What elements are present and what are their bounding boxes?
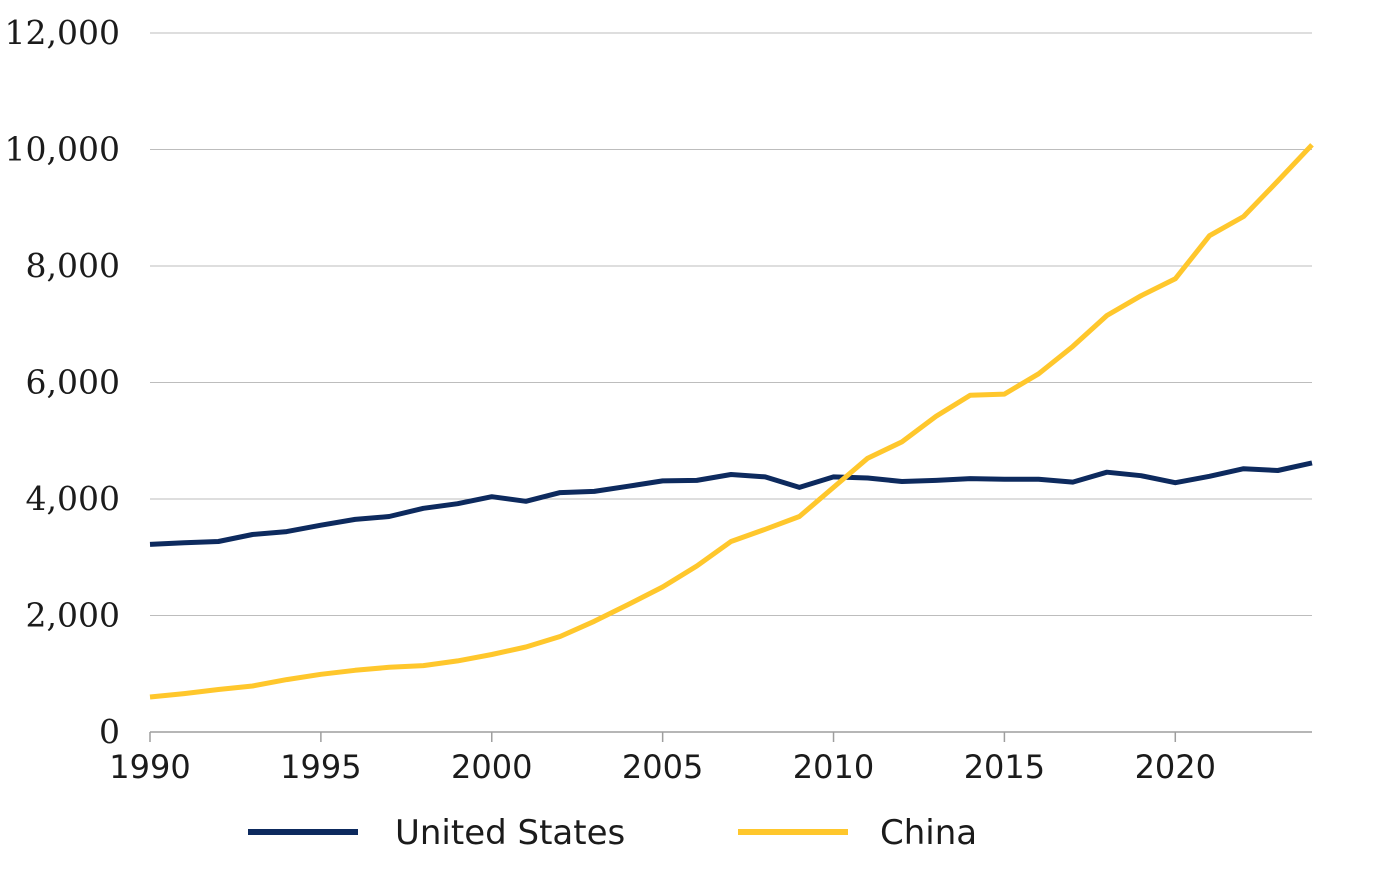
legend-label-united-states: United States	[395, 813, 625, 853]
y-tick-label: 2,000	[26, 596, 120, 635]
y-tick-label: 4,000	[26, 479, 120, 518]
x-tick-label: 1995	[280, 748, 361, 786]
x-tick-label: 2015	[964, 748, 1045, 786]
legend-label-china: China	[880, 813, 977, 853]
x-tick-label: 2000	[451, 748, 532, 786]
series-line-china	[149, 143, 1314, 700]
y-axis-tick-labels: 0 2,000 4,000 6,000 8,000 10,000 12,000	[5, 13, 120, 751]
x-tick-label: 1990	[109, 748, 190, 786]
x-tick-label: 2010	[793, 748, 874, 786]
y-tick-label: 12,000	[5, 13, 120, 52]
series-line-united-states	[149, 460, 1313, 547]
x-tick-label: 2020	[1135, 748, 1216, 786]
gridlines	[150, 32, 1312, 616]
x-axis: 1990 1995 2000 2005 2010 2015 2020	[109, 731, 1312, 786]
y-tick-label: 6,000	[26, 363, 120, 402]
y-tick-label: 8,000	[26, 246, 120, 285]
series-lines	[149, 143, 1314, 700]
legend: United States China	[248, 813, 977, 853]
y-tick-label: 0	[99, 712, 120, 751]
x-tick-label: 2005	[622, 748, 703, 786]
y-tick-label: 10,000	[5, 130, 120, 169]
